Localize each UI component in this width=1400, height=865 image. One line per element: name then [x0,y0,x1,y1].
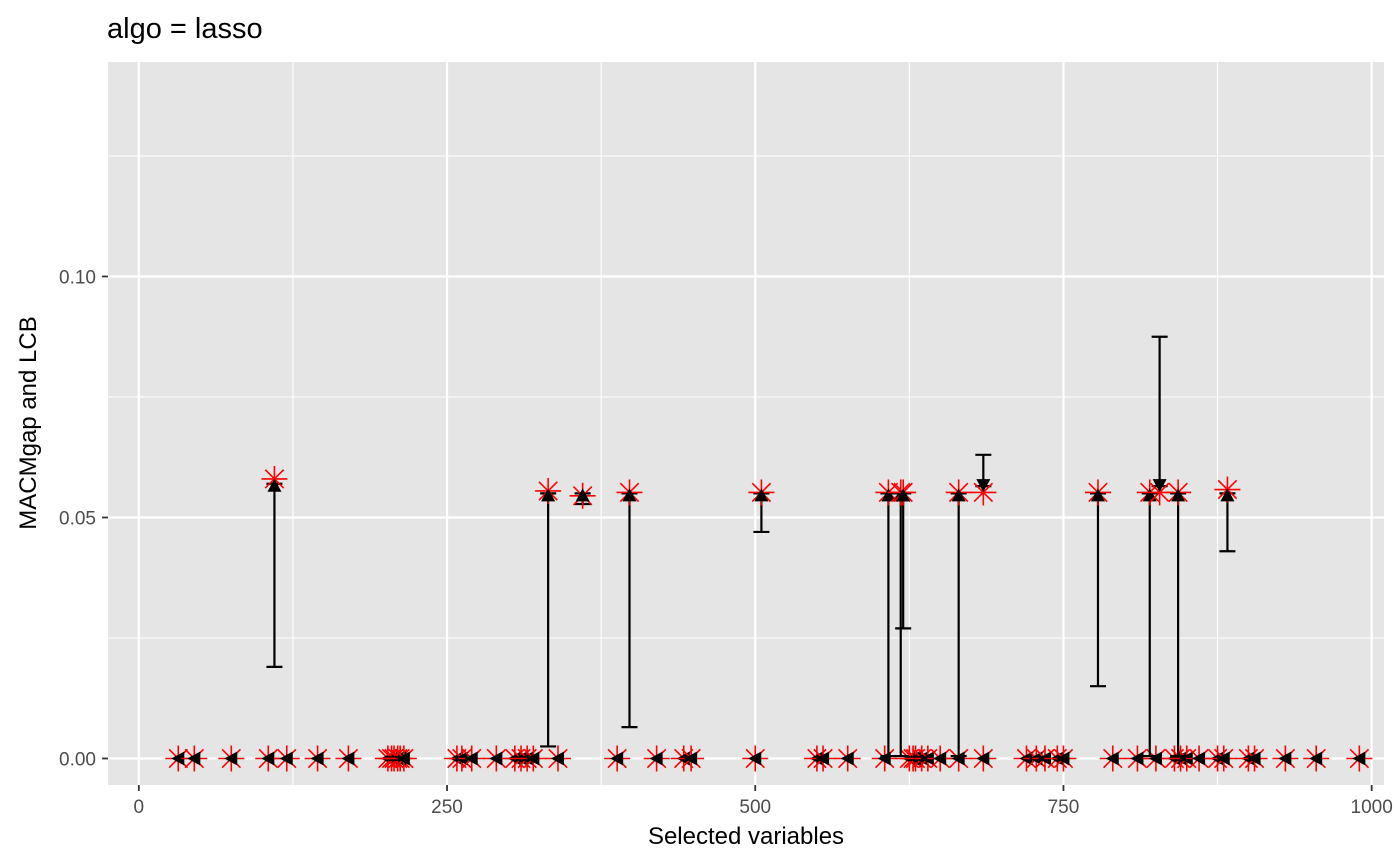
y-tick-label: 0.10 [59,267,96,288]
lcb-point [310,751,324,766]
lcb-point [541,488,556,502]
y-axis-title: MACMgap and LCB [15,316,42,529]
lcb-point [224,751,238,766]
axes: 0 250 500 750 1000 0.00 0.05 0.10 [59,267,1393,818]
x-tick-label: 1000 [1351,797,1393,818]
y-tick-label: 0.05 [59,508,96,529]
x-tick-label: 500 [739,797,771,818]
x-tick-label: 250 [431,797,463,818]
lcb-point [396,751,410,766]
lcb-point [622,488,637,502]
lcb-point [1247,751,1261,766]
lcb-point [881,488,896,502]
lcb-point [489,751,503,766]
lcb-point [1148,751,1162,766]
lcb-point [951,488,966,502]
lcb-point [187,751,201,766]
lcb-point [550,751,564,766]
lcb-point [1220,488,1235,502]
lcb-point [684,751,698,766]
lcb-point [748,751,762,766]
lcb-point [171,751,185,766]
lcb-point [896,488,911,502]
lcb-point [267,478,282,492]
lcb-point [1192,751,1206,766]
x-tick-label: 0 [134,797,145,818]
lcb-point [610,751,624,766]
x-axis-title: Selected variables [648,823,844,850]
plot-panel [108,62,1384,785]
lcb-point [754,488,769,502]
lcb-point [1309,751,1323,766]
lcb-point [1216,751,1230,766]
x-tick-label: 750 [1048,797,1080,818]
lcb-point [575,488,590,502]
lcb-point [933,751,947,766]
lcb-point [1056,751,1070,766]
lcb-point [1090,488,1105,502]
lcb-point [1171,488,1186,502]
lcb-point [840,751,854,766]
lcb-point [976,479,991,493]
lcb-point [279,751,293,766]
lcb-point [1105,751,1119,766]
lcb-point [261,751,275,766]
lcb-point [1152,479,1167,493]
chart-title: algo = lasso [107,13,263,45]
lcb-point [1130,751,1144,766]
lcb-point [526,751,540,766]
lcb-point [976,751,990,766]
lcb-point [1278,751,1292,766]
lcb-point [1352,751,1366,766]
lcb-point [464,751,478,766]
lcb-point [341,751,355,766]
lcb-point [816,751,830,766]
data-marks [165,335,1373,772]
y-tick-label: 0.00 [59,749,96,770]
lcb-point [649,751,663,766]
